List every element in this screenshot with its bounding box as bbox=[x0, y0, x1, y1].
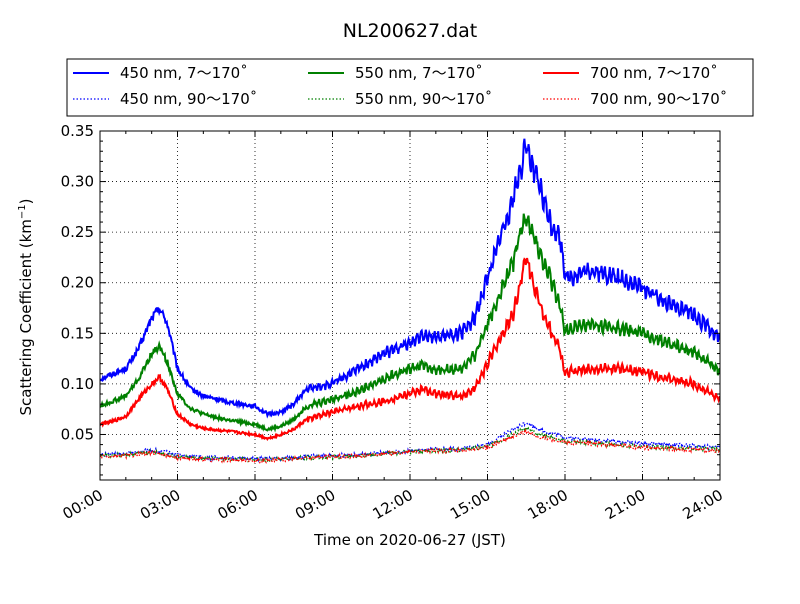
x-tick-label: 09:00 bbox=[292, 486, 338, 523]
series-line-4 bbox=[100, 425, 720, 464]
y-tick-label: 0.05 bbox=[61, 425, 94, 443]
legend-label: 450 nm, 7～170˚ bbox=[120, 64, 248, 82]
x-axis-label: Time on 2020-06-27 (JST) bbox=[313, 531, 506, 549]
y-axis-label: Scattering Coefficient (km−1) bbox=[17, 198, 35, 415]
y-tick-label: 0.10 bbox=[61, 375, 94, 393]
x-tick-label: 00:00 bbox=[60, 486, 106, 523]
series-line-3 bbox=[100, 420, 720, 463]
series-line-0 bbox=[100, 138, 720, 419]
legend-label: 550 nm, 7～170˚ bbox=[355, 64, 483, 82]
y-tick-label: 0.15 bbox=[61, 324, 94, 342]
x-tick-label: 15:00 bbox=[447, 486, 493, 523]
legend-label: 700 nm, 7～170˚ bbox=[590, 64, 718, 82]
x-tick-label: 06:00 bbox=[215, 486, 261, 523]
series-group bbox=[100, 138, 720, 465]
series-line-1 bbox=[100, 213, 720, 433]
x-tick-label: 21:00 bbox=[602, 486, 648, 523]
y-tick-label: 0.30 bbox=[61, 173, 94, 191]
legend-box bbox=[66, 58, 754, 117]
legend-label: 700 nm, 90～170˚ bbox=[590, 90, 727, 108]
chart-title: NL200627.dat bbox=[343, 20, 478, 42]
y-tick-label: 0.35 bbox=[61, 122, 94, 140]
y-axis-label-text: Scattering Coefficient (km bbox=[17, 219, 35, 415]
series-line-2 bbox=[100, 257, 720, 441]
series-line-5 bbox=[100, 427, 720, 465]
y-tick-label: 0.20 bbox=[61, 274, 94, 292]
legend-label: 450 nm, 90～170˚ bbox=[120, 90, 257, 108]
x-tick-label: 24:00 bbox=[680, 486, 726, 523]
x-tick-label: 12:00 bbox=[370, 486, 416, 523]
plot-area: 00:00 03:00 06:00 09:00 12:00 15:00 18:00 21:00… bbox=[60, 122, 726, 523]
legend-label: 550 nm, 90～170˚ bbox=[355, 90, 492, 108]
x-tick-label: 03:00 bbox=[137, 486, 183, 523]
y-tick-label: 0.25 bbox=[61, 223, 94, 241]
y-axis-label-exponent: −1 bbox=[17, 204, 28, 219]
y-axis-label-close: ) bbox=[17, 198, 35, 204]
legend: 450 nm, 7～170˚ 550 nm, 7～170˚ 700 nm, 7～17… bbox=[66, 58, 754, 117]
x-tick-label: 18:00 bbox=[525, 486, 571, 523]
